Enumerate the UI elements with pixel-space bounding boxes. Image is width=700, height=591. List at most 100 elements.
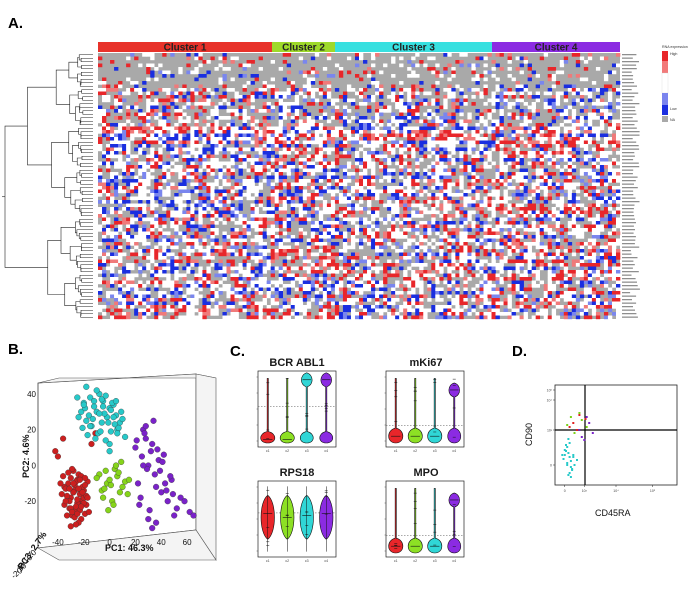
- heatmap-cell: [254, 256, 259, 260]
- heatmap-cell: [415, 231, 420, 236]
- heatmap-cell: [190, 238, 195, 243]
- dendrogram-branch: [79, 274, 93, 281]
- heatmap-cell: [583, 77, 589, 82]
- heatmap-cell: [338, 256, 344, 260]
- heatmap-cell: [222, 179, 227, 183]
- heatmap-cell: [587, 242, 593, 246]
- heatmap-cell: [250, 179, 255, 183]
- heatmap-cell: [250, 168, 255, 173]
- heatmap-cell: [407, 126, 412, 131]
- heatmap-cell: [403, 179, 408, 183]
- heatmap-cell: [591, 81, 597, 85]
- heatmap-cell: [395, 228, 400, 232]
- heatmap-cell: [282, 263, 288, 267]
- heatmap-cell: [475, 203, 480, 208]
- heatmap-cell: [487, 238, 492, 243]
- heatmap-cell: [443, 98, 448, 103]
- heatmap-cell: [423, 123, 428, 127]
- heatmap-cell: [507, 249, 512, 253]
- heatmap-cell: [387, 214, 392, 218]
- heatmap-cell: [555, 228, 561, 232]
- heatmap-cell: [102, 252, 107, 257]
- heatmap-cell: [266, 200, 271, 204]
- heatmap-cell: [455, 200, 460, 204]
- heatmap-cell: [379, 91, 384, 96]
- heatmap-cell: [198, 186, 203, 190]
- heatmap-cell: [415, 105, 420, 110]
- heatmap-cell: [383, 158, 388, 162]
- heatmap-cell: [535, 182, 540, 187]
- heatmap-cell: [242, 116, 247, 120]
- heatmap-cell: [314, 179, 320, 183]
- heatmap-cell: [102, 231, 107, 236]
- heatmap-cell: [182, 154, 187, 159]
- heatmap-cell: [559, 109, 565, 113]
- heatmap-cell: [535, 245, 540, 250]
- heatmap-cell: [290, 207, 296, 211]
- heatmap-cell: [611, 266, 617, 271]
- heatmap-cell: [555, 147, 561, 152]
- heatmap-cell: [427, 249, 432, 253]
- heatmap-cell: [515, 196, 520, 201]
- heatmap-cell: [122, 161, 127, 166]
- heatmap-cell: [483, 102, 488, 106]
- heatmap-cell: [479, 74, 484, 78]
- heatmap-cell: [575, 147, 581, 152]
- heatmap-cell: [575, 158, 581, 162]
- heatmap-cell: [551, 252, 557, 257]
- panel-label-d: D.: [512, 343, 527, 360]
- heatmap-cell: [375, 154, 380, 159]
- heatmap-cell: [575, 210, 581, 215]
- heatmap-cell: [126, 182, 131, 187]
- heatmap-cell: [334, 105, 340, 110]
- heatmap-cell: [611, 88, 617, 92]
- heatmap-cell: [503, 259, 508, 264]
- heatmap-cell: [154, 245, 159, 250]
- heatmap-cell: [354, 266, 360, 271]
- heatmap-cell: [587, 126, 593, 131]
- heatmap-cell: [338, 95, 344, 99]
- heatmap-cell: [266, 109, 271, 113]
- heatmap-cell: [194, 242, 199, 246]
- heatmap-cell: [551, 217, 557, 222]
- heatmap-cell: [230, 252, 235, 257]
- heatmap-cell: [210, 161, 215, 166]
- heatmap-cell: [126, 200, 131, 204]
- heatmap-cell: [342, 98, 348, 103]
- heatmap-cell: [399, 221, 404, 225]
- heatmap-cell: [435, 172, 440, 176]
- heatmap-cell: [322, 133, 328, 138]
- heatmap-cell: [190, 168, 195, 173]
- heatmap-cell: [575, 91, 581, 96]
- heatmap-cell: [371, 130, 376, 134]
- heatmap-cell: [346, 88, 352, 92]
- heatmap-cell: [282, 210, 288, 215]
- heatmap-cell: [274, 200, 279, 204]
- heatmap-cell: [186, 56, 191, 61]
- heatmap-cell: [547, 175, 553, 180]
- heatmap-cell: [523, 207, 528, 211]
- heatmap-cell: [495, 207, 500, 211]
- heatmap-cell: [547, 182, 553, 187]
- heatmap-cell: [182, 105, 187, 110]
- heatmap-cell: [190, 203, 195, 208]
- heatmap-cell: [222, 245, 227, 250]
- heatmap-cell: [150, 56, 155, 61]
- heatmap-cell: [126, 231, 131, 236]
- heatmap-cell: [154, 179, 159, 183]
- heatmap-cell: [595, 249, 601, 253]
- heatmap-cell: [102, 77, 107, 82]
- heatmap-cell: [302, 88, 308, 92]
- heatmap-cell: [206, 140, 211, 145]
- heatmap-cell: [322, 105, 328, 110]
- heatmap-cell: [134, 182, 139, 187]
- heatmap-cell: [591, 196, 597, 201]
- heatmap-cell: [379, 133, 384, 138]
- heatmap-cell: [226, 207, 231, 211]
- heatmap-cell: [595, 116, 601, 120]
- heatmap-cell: [403, 182, 408, 187]
- heatmap-cell: [326, 56, 332, 61]
- heatmap-cell: [507, 182, 512, 187]
- heatmap-cell: [274, 168, 279, 173]
- heatmap-cell: [615, 137, 621, 141]
